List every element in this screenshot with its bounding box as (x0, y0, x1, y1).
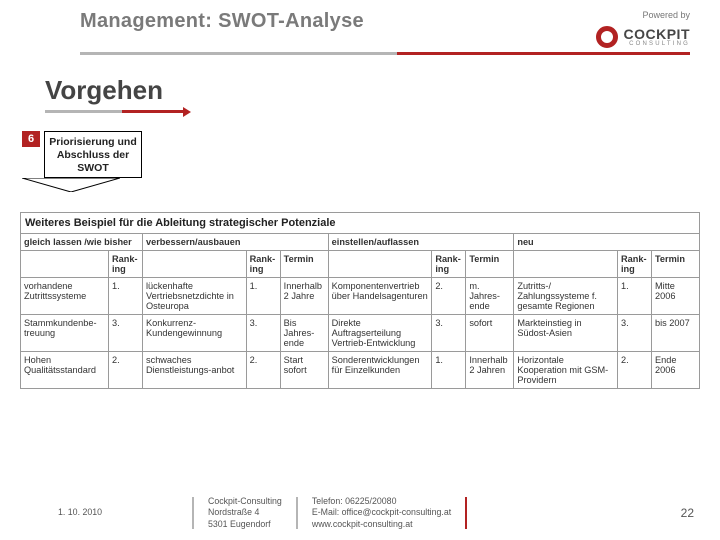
cell-rank: 2. (432, 278, 466, 315)
process-step: 6 Priorisierung und Abschluss der SWOT (22, 131, 720, 178)
footer-date: 1. 10. 2010 (58, 507, 178, 518)
footer-mail: E-Mail: office@cockpit-consulting.at (312, 507, 451, 518)
col-header (21, 251, 109, 278)
page-number: 22 (669, 506, 694, 520)
table-row: Hohen Qualitätsstandard 2. schwaches Die… (21, 352, 700, 389)
cell-term: bis 2007 (652, 315, 700, 352)
swot-table-region: Weiteres Beispiel für die Ableitung stra… (20, 212, 700, 389)
step-number-badge: 6 (22, 131, 40, 147)
col-header: Rank-ing (618, 251, 652, 278)
table-title: Weiteres Beispiel für die Ableitung stra… (20, 212, 700, 233)
table-subheader-row: Rank-ing Rank-ing Termin Rank-ing Termin… (21, 251, 700, 278)
brand-subtitle: CONSULTING (624, 41, 691, 47)
title-divider (80, 52, 690, 55)
header: Management: SWOT-Analyse Powered by COCK… (0, 0, 720, 61)
section-divider (45, 110, 185, 113)
footer-city: 5301 Eugendorf (208, 519, 282, 530)
col-header: Termin (280, 251, 328, 278)
cell-term: Start sofort (280, 352, 328, 389)
footer-contact: Telefon: 06225/20080 E-Mail: office@cock… (312, 496, 451, 530)
col-header: Rank-ing (246, 251, 280, 278)
cell-desc: Sonderentwicklungen für Einzelkunden (328, 352, 432, 389)
cell-rank: 3. (432, 315, 466, 352)
cell-desc: schwaches Dienstleistungs-anbot (143, 352, 247, 389)
table-group-row: gleich lassen /wie bisher verbessern/aus… (21, 234, 700, 251)
cell-desc: lückenhafte Vertriebsnetzdichte in Osteu… (143, 278, 247, 315)
row-label: Stammkundenbe-treuung (21, 315, 109, 352)
cell-rank: 1. (618, 278, 652, 315)
cell-desc: Komponentenvertrieb über Handelsagenture… (328, 278, 432, 315)
cell-term: Innerhalb 2 Jahre (280, 278, 328, 315)
arrow-right-icon (183, 107, 191, 117)
cell-term: Bis Jahres-ende (280, 315, 328, 352)
group-header: verbessern/ausbauen (143, 234, 329, 251)
footer-company: Cockpit-Consulting (208, 496, 282, 507)
footer-tel: Telefon: 06225/20080 (312, 496, 451, 507)
col-header: Rank-ing (432, 251, 466, 278)
cell-rank: 3. (618, 315, 652, 352)
cell-rank: 1. (246, 278, 280, 315)
cell-rank: 1. (109, 278, 143, 315)
cell-term: Innerhalb 2 Jahren (466, 352, 514, 389)
table-row: Stammkundenbe-treuung 3. Konkurrenz-Kund… (21, 315, 700, 352)
cell-term: Mitte 2006 (652, 278, 700, 315)
col-header (328, 251, 432, 278)
cell-desc: Zutritts-/ Zahlungssysteme f. gesamte Re… (514, 278, 618, 315)
footer-address: Cockpit-Consulting Nordstraße 4 5301 Eug… (208, 496, 282, 530)
cell-rank: 2. (246, 352, 280, 389)
cell-term: sofort (466, 315, 514, 352)
cell-desc: Horizontale Kooperation mit GSM-Provider… (514, 352, 618, 389)
page-title: Management: SWOT-Analyse (80, 10, 364, 33)
group-header: neu (514, 234, 700, 251)
brand-logo-icon (596, 26, 618, 48)
cell-rank: 3. (109, 315, 143, 352)
footer-street: Nordstraße 4 (208, 507, 282, 518)
powered-by-label: Powered by (596, 10, 691, 20)
footer: 1. 10. 2010 Cockpit-Consulting Nordstraß… (0, 496, 720, 530)
cell-rank: 2. (618, 352, 652, 389)
cell-rank: 1. (432, 352, 466, 389)
col-header: Termin (652, 251, 700, 278)
footer-divider-accent (465, 497, 467, 529)
section-heading: Vorgehen (45, 75, 720, 106)
col-header (143, 251, 247, 278)
row-label: vorhandene Zutrittssysteme (21, 278, 109, 315)
cell-rank: 2. (109, 352, 143, 389)
cell-desc: Direkte Auftragserteilung Vertrieb-Entwi… (328, 315, 432, 352)
footer-web: www.cockpit-consulting.at (312, 519, 451, 530)
row-label: Hohen Qualitätsstandard (21, 352, 109, 389)
col-header: Rank-ing (109, 251, 143, 278)
cell-desc: Konkurrenz-Kundengewinnung (143, 315, 247, 352)
group-header: gleich lassen /wie bisher (21, 234, 143, 251)
brand-name: COCKPIT (624, 27, 691, 41)
footer-divider (192, 497, 194, 529)
col-header (514, 251, 618, 278)
cell-desc: Markteinstieg in Südost-Asien (514, 315, 618, 352)
footer-divider (296, 497, 298, 529)
cell-term: m. Jahres-ende (466, 278, 514, 315)
cell-term: Ende 2006 (652, 352, 700, 389)
swot-table: gleich lassen /wie bisher verbessern/aus… (20, 233, 700, 389)
table-row: vorhandene Zutrittssysteme 1. lückenhaft… (21, 278, 700, 315)
brand-block: Powered by COCKPIT CONSULTING (596, 10, 691, 48)
step-label: Priorisierung und Abschluss der SWOT (44, 131, 142, 178)
col-header: Termin (466, 251, 514, 278)
group-header: einstellen/auflassen (328, 234, 514, 251)
cell-rank: 3. (246, 315, 280, 352)
step-down-arrow-icon (22, 178, 120, 190)
